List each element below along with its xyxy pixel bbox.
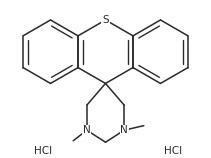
Text: N: N [120, 125, 128, 135]
Text: S: S [102, 15, 109, 25]
Text: N: N [83, 125, 91, 135]
Text: HCl: HCl [34, 146, 52, 156]
Text: HCl: HCl [164, 146, 183, 156]
